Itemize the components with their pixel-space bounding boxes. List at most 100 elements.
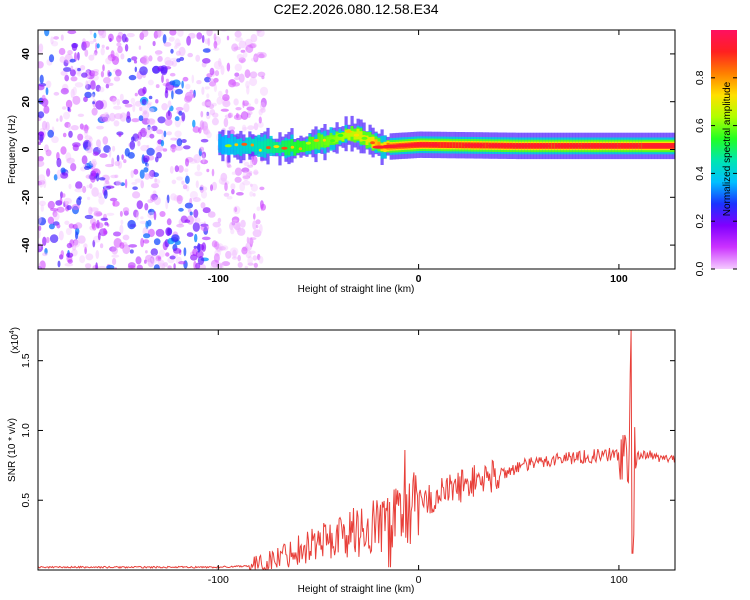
- noise-blob: [253, 169, 259, 176]
- noise-blob: [92, 239, 96, 248]
- noise-blob: [67, 50, 73, 55]
- noise-blob: [149, 193, 157, 202]
- noise-blob: [211, 117, 219, 126]
- noise-blob: [50, 208, 59, 212]
- noise-blob: [139, 66, 148, 76]
- noise-blob: [234, 206, 238, 213]
- noise-blob: [228, 112, 232, 119]
- noise-blob: [192, 222, 200, 232]
- noise-blob: [213, 84, 217, 93]
- noise-blob: [242, 51, 248, 58]
- noise-blob: [230, 228, 235, 235]
- noise-blob: [230, 183, 236, 190]
- noise-blob: [163, 262, 168, 267]
- noise-blob: [84, 246, 87, 255]
- noise-blob: [137, 88, 146, 97]
- noise-blob: [173, 248, 182, 254]
- noise-blob: [206, 93, 210, 99]
- noise-blob: [238, 73, 245, 83]
- noise-blob: [130, 97, 136, 104]
- noise-blob: [72, 240, 81, 248]
- noise-blob: [52, 210, 58, 218]
- noise-blob: [201, 101, 208, 107]
- noise-blob: [211, 240, 218, 248]
- x-tick-label: 0: [416, 574, 422, 586]
- signal-peak: [421, 143, 432, 147]
- signal-blob: [234, 143, 239, 147]
- noise-blob: [63, 111, 70, 120]
- noise-blob: [53, 174, 58, 181]
- noise-blob: [75, 231, 79, 240]
- noise-blob: [240, 111, 249, 120]
- noise-blob: [244, 69, 251, 79]
- noise-blob: [103, 145, 111, 153]
- noise-blob: [107, 70, 111, 78]
- noise-blob: [148, 55, 153, 62]
- noise-blob: [165, 199, 169, 210]
- noise-blob: [109, 112, 116, 122]
- noise-blob: [74, 82, 84, 88]
- noise-blob: [105, 163, 114, 168]
- noise-blob: [38, 243, 44, 253]
- noise-blob: [39, 134, 44, 143]
- noise-blob: [56, 223, 61, 229]
- signal-cell: [551, 143, 555, 149]
- signal-peak: [473, 143, 485, 147]
- noise-blob: [253, 262, 258, 268]
- noise-blob: [186, 232, 194, 238]
- noise-blob: [161, 103, 168, 111]
- snr-exponent-prefix: (x10: [10, 334, 21, 354]
- noise-blob: [91, 93, 95, 99]
- signal-cell: [455, 142, 459, 149]
- noise-blob: [217, 227, 222, 235]
- signal-peak: [630, 144, 640, 148]
- snr-line: [38, 330, 675, 570]
- noise-blob: [129, 140, 136, 150]
- noise-blob: [96, 219, 100, 229]
- noise-blob: [256, 30, 262, 33]
- noise-blob: [153, 264, 160, 269]
- signal-cell: [248, 142, 252, 149]
- noise-blob: [235, 36, 243, 42]
- noise-blob: [220, 65, 225, 76]
- noise-blob: [60, 167, 66, 174]
- noise-blob: [191, 74, 195, 84]
- noise-blob: [260, 107, 266, 113]
- signal-blob: [281, 146, 288, 150]
- noise-blob: [48, 223, 55, 230]
- noise-blob: [118, 132, 122, 138]
- signal-blob: [337, 133, 344, 137]
- noise-blob: [71, 204, 80, 211]
- noise-blob: [221, 261, 231, 267]
- noise-blob: [64, 201, 70, 205]
- noise-blob: [42, 252, 48, 257]
- noise-blob: [90, 218, 97, 226]
- noise-blob: [38, 43, 44, 52]
- noise-blob: [78, 196, 82, 201]
- signal-cell: [443, 142, 447, 148]
- signal-blob: [361, 136, 368, 140]
- noise-blob: [147, 257, 154, 267]
- signal-cell: [638, 143, 643, 149]
- signal-cell: [221, 137, 225, 154]
- signal-cell: [245, 140, 249, 152]
- noise-blob: [56, 206, 65, 213]
- noise-blob: [241, 246, 248, 255]
- noise-blob: [247, 262, 254, 266]
- noise-blob: [257, 71, 266, 78]
- noise-blob: [183, 145, 191, 150]
- noise-blob: [139, 32, 145, 40]
- noise-blob: [164, 118, 173, 127]
- noise-blob: [46, 236, 50, 244]
- noise-blob: [122, 234, 130, 241]
- signal-cell: [461, 142, 465, 149]
- signal-blob: [266, 146, 271, 150]
- signal-cell: [236, 138, 240, 155]
- signal-cell: [257, 142, 261, 149]
- noise-blob: [127, 152, 135, 159]
- noise-blob: [252, 220, 257, 230]
- noise-blob: [88, 206, 93, 215]
- noise-blob: [181, 180, 185, 185]
- noise-blob: [38, 156, 44, 162]
- noise-blob: [176, 138, 183, 147]
